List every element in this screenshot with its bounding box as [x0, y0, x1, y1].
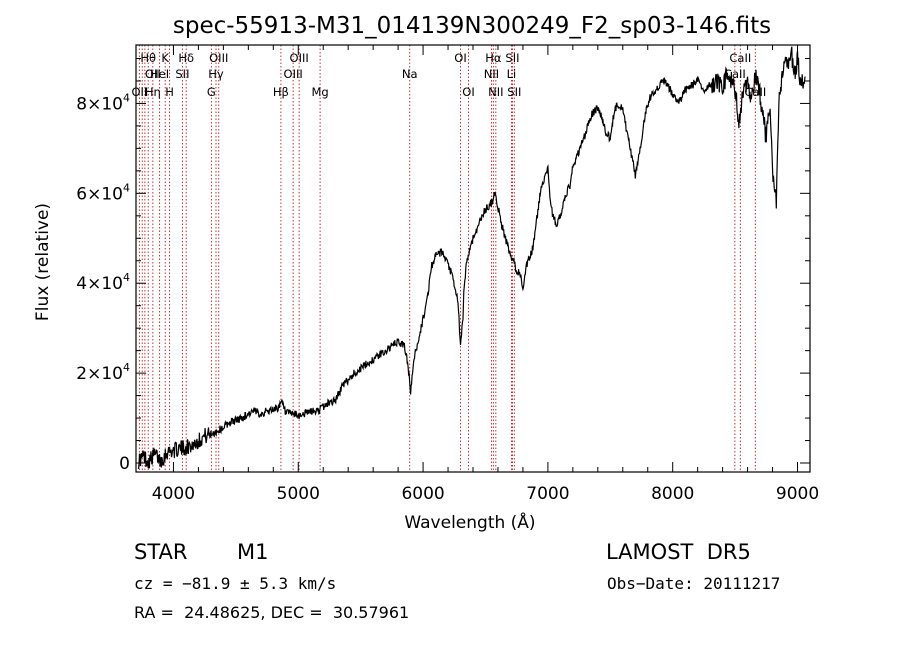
spectral-line-label: Hη	[145, 85, 161, 99]
spectral-line-label: SII	[507, 85, 521, 99]
spectral-line-label: OIII	[290, 51, 309, 65]
x-tick-label: 6000	[401, 484, 444, 504]
x-tick-label: 7000	[526, 484, 569, 504]
spectral-line-label: OI	[462, 85, 474, 99]
y-tick-label: 2×104	[76, 361, 130, 384]
spectral-line-label: Mg	[311, 85, 328, 99]
y-axis-label: Flux (relative)	[33, 203, 53, 321]
spectral-line-label: SII	[505, 51, 519, 65]
y-tick-label: 6×104	[76, 181, 130, 204]
spectral-line-label: OII	[145, 67, 161, 81]
y-tick-label: 4×104	[76, 271, 130, 294]
spectral-line-label: CaII	[729, 51, 751, 65]
spectral-line-label: OIII	[209, 51, 228, 65]
x-tick-label: 8000	[651, 484, 694, 504]
y-axis: 0 2×104 4×104 6×104 8×104	[76, 57, 810, 474]
plot-frame	[135, 44, 811, 473]
y-tick-label: 8×104	[76, 91, 130, 114]
x-tick-label: 5000	[277, 484, 320, 504]
spectral-line-label: Hθ	[140, 51, 156, 65]
object-class: STAR	[134, 540, 188, 564]
spectral-line-label: Hγ	[208, 67, 224, 81]
spectral-line-label: G	[207, 85, 216, 99]
redshift-velocity: cz = −81.9 ± 5.3 km/s	[134, 574, 337, 593]
spectral-line-label: K	[161, 51, 169, 65]
chart-title: spec-55913-M31_014139N300249_F2_sp03-146…	[173, 13, 771, 39]
survey-name: LAMOST DR5	[606, 540, 751, 564]
spectral-line-label: Li	[507, 67, 517, 81]
spectral-line-label: OI	[454, 51, 466, 65]
spectral-line-label: Hα	[485, 51, 502, 65]
spectral-line-label: H	[165, 85, 174, 99]
spectrum-line	[137, 46, 806, 469]
x-axis: 4000 5000 6000 7000 8000 9000	[152, 45, 819, 504]
observation-date: Obs−Date: 20111217	[607, 574, 781, 593]
spectral-line-label: HeI	[150, 67, 169, 81]
spectral-line-label: NII	[484, 67, 499, 81]
x-tick-label: 4000	[152, 484, 195, 504]
spectral-line-label: NII	[488, 85, 503, 99]
x-tick-label: 9000	[776, 484, 819, 504]
spectral-line-label: Hδ	[178, 51, 194, 65]
spectral-line-label: SII	[175, 67, 189, 81]
spectral-line-label: Na	[402, 67, 418, 81]
spectral-line-label: Hβ	[273, 85, 289, 99]
coordinates: RA = 24.48625, DEC = 30.57961	[134, 603, 410, 622]
spectral-line-markers	[138, 45, 756, 472]
x-axis-label: Wavelength (Å)	[404, 511, 535, 533]
spectral-line-label: OIII	[284, 67, 303, 81]
object-subclass: M1	[237, 540, 269, 564]
y-tick-label: 0	[119, 454, 130, 474]
